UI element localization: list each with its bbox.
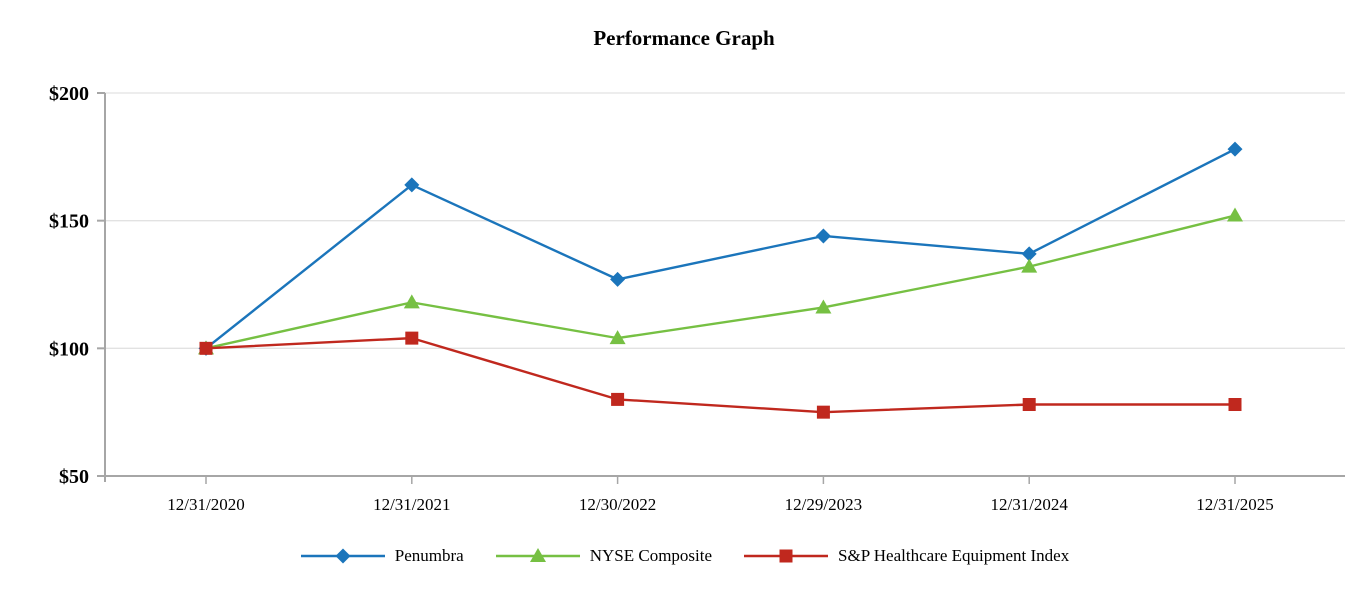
legend-item-penumbra: Penumbra	[299, 546, 464, 566]
series-marker-triangle	[1227, 207, 1243, 222]
legend-item-nyse-composite: NYSE Composite	[494, 546, 712, 566]
square-marker-icon	[744, 549, 829, 563]
chart-legend: Penumbra NYSE Composite S&P Healthcare E…	[0, 546, 1368, 566]
legend-label: Penumbra	[394, 546, 464, 565]
series-marker-square	[1022, 398, 1036, 412]
series-line	[205, 148, 1236, 350]
y-tick-label: $50	[59, 466, 89, 488]
diamond-marker-icon	[300, 548, 385, 564]
series-marker-square	[779, 549, 793, 563]
series-marker-triangle	[403, 294, 420, 309]
series-marker-square	[199, 341, 213, 355]
x-tick-label: 12/31/2020	[167, 495, 244, 514]
x-tick-label: 12/31/2024	[990, 495, 1068, 514]
series-marker-square	[405, 331, 419, 345]
y-tick-label: $150	[49, 211, 89, 233]
y-tick-label: $100	[49, 338, 89, 360]
y-tick-label: $200	[49, 83, 89, 105]
series-marker-triangle	[609, 330, 626, 345]
series-marker-square	[611, 392, 625, 406]
series-marker-diamond	[1021, 246, 1037, 262]
series-marker-diamond	[404, 177, 420, 193]
triangle-marker-icon	[495, 548, 580, 562]
series-marker-triangle	[815, 299, 832, 314]
series-marker-square	[1228, 398, 1242, 412]
legend-label: S&P Healthcare Equipment Index	[838, 546, 1070, 565]
series-marker-triangle	[529, 548, 546, 562]
series-marker-square	[816, 405, 830, 419]
series-marker-diamond	[335, 548, 351, 564]
series-s-p-healthcare-equipment-index	[199, 331, 1242, 419]
x-tick-label: 12/30/2022	[579, 495, 656, 514]
series-marker-diamond	[610, 271, 626, 287]
series-marker-diamond	[1227, 141, 1243, 157]
series-marker-triangle	[1021, 258, 1038, 273]
x-tick-label: 12/29/2023	[785, 495, 862, 514]
legend-label: NYSE Composite	[589, 546, 713, 565]
x-tick-label: 12/31/2025	[1196, 495, 1273, 514]
series-line	[205, 336, 1235, 414]
legend-item-sp-healthcare-equipment-index: S&P Healthcare Equipment Index	[742, 546, 1069, 566]
chart-title: Performance Graph	[593, 26, 775, 50]
series-line	[205, 214, 1236, 350]
x-tick-label: 12/31/2021	[373, 495, 450, 514]
series-marker-diamond	[815, 228, 831, 244]
